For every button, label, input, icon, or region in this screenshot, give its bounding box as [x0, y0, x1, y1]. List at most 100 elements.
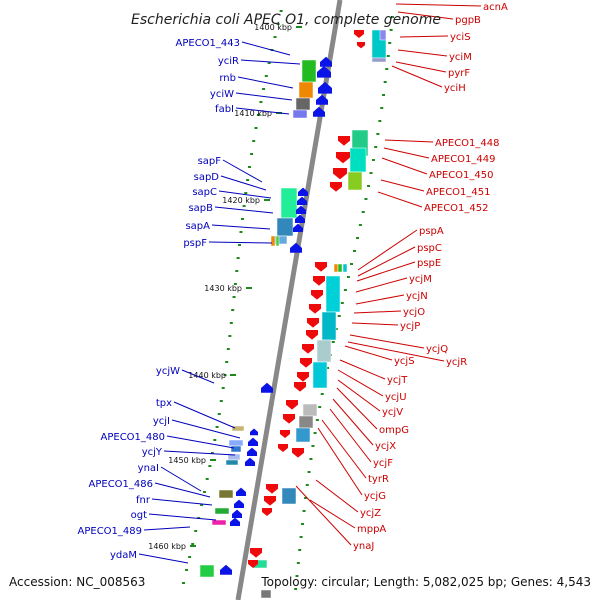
- right-leader-line: [337, 369, 384, 397]
- left-leader-line: [235, 107, 290, 115]
- topology-text: Topology: circular; Length: 5,082,025 bp…: [260, 575, 591, 589]
- feature-block: [347, 171, 363, 191]
- feature-block: [333, 263, 339, 273]
- kbp-tick-label: 1460 kbp: [148, 542, 186, 551]
- track-dot: [388, 42, 392, 44]
- left-leader-line: [171, 419, 241, 439]
- track-dot: [346, 276, 350, 278]
- track-dot: [299, 536, 303, 538]
- right-gene-label: ycjS: [394, 356, 415, 367]
- left-gene-label: APECO1_489: [78, 526, 143, 537]
- track-dot: [343, 289, 347, 291]
- right-leader-line: [315, 479, 359, 513]
- track-dot: [279, 10, 283, 12]
- right-leader-line: [384, 139, 434, 143]
- forward-arrow: [338, 136, 350, 146]
- forward-arrow: [313, 276, 325, 286]
- track-dot: [376, 133, 380, 135]
- right-leader-line: [332, 398, 374, 446]
- left-leader-line: [166, 435, 235, 449]
- left-leader-line: [143, 526, 191, 531]
- track-dot: [239, 231, 243, 233]
- right-gene-label: tyrR: [368, 474, 389, 485]
- reverse-arrow: [230, 517, 240, 526]
- feature-block: [199, 564, 215, 578]
- track-dot: [353, 250, 357, 252]
- forward-arrow: [333, 168, 347, 180]
- left-leader-line: [138, 553, 189, 564]
- left-gene-label: rnb: [219, 73, 236, 84]
- feature-block: [312, 361, 328, 389]
- kbp-tick-label: 1440 kbp: [188, 371, 226, 380]
- track-dot: [267, 62, 271, 64]
- track-dot: [254, 127, 258, 129]
- accession-text: Accession: NC_008563: [9, 575, 145, 589]
- track-dot: [294, 588, 298, 590]
- right-leader-line: [397, 49, 448, 57]
- right-leader-line: [377, 191, 423, 208]
- right-gene-label: ycjP: [400, 321, 420, 332]
- reverse-arrow: [293, 223, 303, 232]
- left-leader-line: [237, 76, 294, 89]
- left-leader-line: [235, 92, 293, 101]
- kbp-tick-label: 1450 kbp: [168, 456, 206, 465]
- reverse-arrow: [232, 509, 242, 518]
- left-gene-label: sapA: [185, 221, 210, 232]
- track-dot: [358, 224, 362, 226]
- forward-arrow: [283, 414, 295, 424]
- reverse-arrow: [290, 242, 302, 253]
- track-dot: [264, 75, 268, 77]
- feature-block: [316, 339, 332, 363]
- left-gene-label: ycjY: [142, 447, 163, 458]
- map-title: Escherichia coli APEC O1, complete genom…: [131, 12, 441, 28]
- left-gene-label: ycjW: [156, 366, 180, 377]
- right-leader-line: [356, 261, 416, 282]
- track-dot: [295, 575, 299, 577]
- track-dot: [244, 192, 248, 194]
- right-leader-line: [339, 359, 386, 380]
- forward-arrow: [280, 430, 290, 438]
- forward-arrow: [294, 382, 306, 392]
- feature-block: [337, 263, 343, 273]
- forward-arrow: [309, 304, 321, 314]
- left-leader-line: [173, 401, 236, 429]
- reverse-arrow: [245, 457, 255, 466]
- right-leader-line: [309, 499, 356, 529]
- left-leader-line: [220, 175, 267, 191]
- right-gene-label: ompG: [379, 425, 409, 436]
- track-dot: [232, 296, 236, 298]
- track-dot: [331, 341, 335, 343]
- forward-arrow: [306, 330, 318, 340]
- right-leader-line: [383, 147, 430, 159]
- right-gene-label: ycjT: [387, 375, 408, 386]
- reverse-arrow: [295, 214, 305, 223]
- track-dot: [318, 406, 322, 408]
- right-gene-label: ycjZ: [360, 508, 381, 519]
- left-gene-label: APECO1_443: [176, 38, 241, 49]
- left-leader-line: [222, 159, 263, 183]
- forward-arrow: [336, 152, 350, 164]
- reverse-arrow: [248, 437, 258, 446]
- left-gene-label: sapC: [192, 187, 217, 198]
- track-dot: [221, 387, 225, 389]
- left-leader-line: [160, 466, 202, 492]
- feature-block: [270, 235, 276, 247]
- feature-block: [231, 425, 245, 432]
- left-leader-line: [148, 513, 217, 521]
- right-gene-label: ycjM: [409, 274, 432, 285]
- left-gene-label: sapB: [188, 203, 213, 214]
- track-dot: [386, 55, 390, 57]
- track-dot: [296, 562, 300, 564]
- track-dot: [315, 419, 319, 421]
- left-gene-label: pspF: [183, 238, 207, 249]
- right-leader-line: [357, 246, 416, 277]
- reverse-arrow: [250, 428, 258, 436]
- right-gene-label: ycjX: [375, 441, 396, 452]
- right-leader-line: [355, 294, 405, 305]
- forward-arrow: [262, 508, 272, 516]
- track-dot: [390, 16, 394, 18]
- left-gene-labels: APECO1_443 yciR rnb yciW fabI sapF sapD sapC sap…: [78, 38, 241, 561]
- right-gene-label: ycjO: [403, 307, 425, 318]
- right-gene-label: APECO1_450: [429, 170, 494, 181]
